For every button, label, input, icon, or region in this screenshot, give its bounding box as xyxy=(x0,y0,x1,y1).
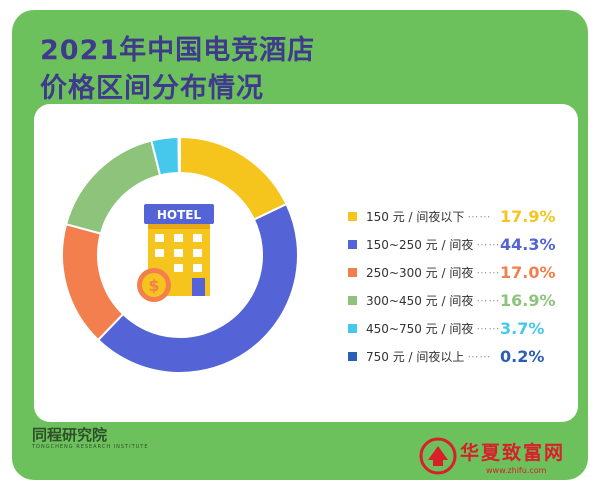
legend-item: 750 元 / 间夜以上 ⋯⋯ 0.2% xyxy=(348,342,574,370)
legend-value: 3.7% xyxy=(500,318,545,338)
legend-leader-dots: ⋯⋯ xyxy=(476,265,501,279)
legend-swatch xyxy=(348,239,357,249)
legend-leader-dots: ⋯⋯ xyxy=(467,349,492,363)
legend-item: 250~300 元 / 间夜 ⋯⋯ 17.0% xyxy=(348,258,574,286)
watermark-emblem-icon xyxy=(419,437,457,475)
legend-value: 0.2% xyxy=(500,346,545,366)
legend-value: 44.3% xyxy=(500,234,556,254)
legend-label: 150~250 元 / 间夜 xyxy=(366,237,474,252)
legend-value: 16.9% xyxy=(500,290,556,310)
watermark-text: 华夏致富网 xyxy=(460,442,566,464)
brand-logo-text: 同程研究院 xyxy=(32,426,108,444)
legend-leader-dots: ⋯⋯ xyxy=(476,321,501,335)
chart-title-line-2: 价格区间分布情况 xyxy=(40,73,264,104)
brand-logo-subtext: TONGCHENG RESEARCH INSTITUTE xyxy=(32,444,149,450)
legend-item: 150~250 元 / 间夜 ⋯⋯ 44.3% xyxy=(348,230,574,258)
legend-label: 450~750 元 / 间夜 xyxy=(366,321,474,336)
legend-label: 250~300 元 / 间夜 xyxy=(366,265,474,280)
donut-chart: HOTEL $ xyxy=(61,135,299,374)
legend-swatch xyxy=(348,351,357,361)
legend-leader-dots: ⋯⋯ xyxy=(476,237,501,251)
watermark-logo: 华夏致富网 www.zhifu.com xyxy=(416,434,596,482)
chart-title-line-1: 2021年中国电竞酒店 xyxy=(40,35,316,66)
legend-leader-dots: ⋯⋯ xyxy=(476,293,501,307)
hotel-building-with-dollar-coin-icon: HOTEL $ xyxy=(98,173,262,337)
legend-item: 150 元 / 间夜以下 ⋯⋯ 17.9% xyxy=(348,202,574,230)
legend-value: 17.9% xyxy=(500,206,556,226)
legend-swatch xyxy=(348,295,357,305)
donut-slice-5 xyxy=(177,135,181,175)
chart-legend: 150 元 / 间夜以下 ⋯⋯ 17.9% 150~250 元 / 间夜 ⋯⋯ 44.3%… xyxy=(348,202,574,370)
legend-value: 17.0% xyxy=(500,262,556,282)
legend-leader-dots: ⋯⋯ xyxy=(467,209,492,223)
legend-swatch xyxy=(348,211,357,221)
svg-text:$: $ xyxy=(148,276,159,295)
watermark-url: www.zhifu.com xyxy=(486,466,547,475)
legend-swatch xyxy=(348,323,357,333)
legend-swatch xyxy=(348,267,357,277)
legend-label: 300~450 元 / 间夜 xyxy=(366,293,474,308)
legend-label: 750 元 / 间夜以上 xyxy=(366,349,465,364)
hotel-sign-text: HOTEL xyxy=(157,208,202,222)
legend-item: 450~750 元 / 间夜 ⋯⋯ 3.7% xyxy=(348,314,574,342)
chart-card: HOTEL $ 150 元 / 间夜以下 ⋯⋯ 17.9% 150~250 元 / 间… xyxy=(34,104,578,422)
legend-label: 150 元 / 间夜以下 xyxy=(366,209,465,224)
legend-item: 300~450 元 / 间夜 ⋯⋯ 16.9% xyxy=(348,286,574,314)
